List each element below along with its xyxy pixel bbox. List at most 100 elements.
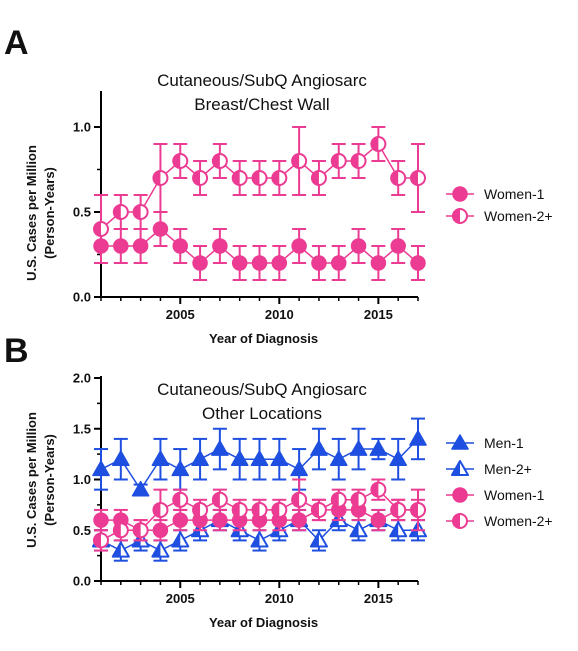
y-tick-label: 1.5 bbox=[73, 421, 91, 436]
data-point bbox=[92, 460, 110, 477]
x-tick-label: 2010 bbox=[265, 307, 294, 322]
series-men-1 bbox=[92, 417, 427, 497]
data-point bbox=[410, 170, 426, 186]
legend-marker bbox=[452, 186, 468, 202]
data-point bbox=[152, 170, 169, 186]
data-point bbox=[390, 170, 407, 186]
data-point bbox=[113, 238, 129, 254]
data-point bbox=[291, 238, 307, 254]
data-point bbox=[192, 255, 208, 271]
data-point bbox=[171, 460, 190, 477]
legend-item: Women-2+ bbox=[446, 208, 553, 224]
data-point bbox=[251, 170, 268, 186]
data-point bbox=[369, 440, 388, 456]
panel-b: B Cutaneous/SubQ Angiosarc Other Locations… bbox=[4, 332, 553, 630]
data-point bbox=[370, 255, 387, 271]
legend-marker bbox=[452, 513, 468, 529]
x-axis-label: Year of Diagnosis bbox=[209, 331, 318, 346]
y-tick-label: 0.0 bbox=[73, 290, 91, 305]
y-axis-label-line-1: U.S. Cases per Million bbox=[24, 145, 39, 281]
data-point bbox=[112, 204, 129, 220]
data-point bbox=[330, 153, 347, 169]
data-point bbox=[310, 440, 328, 456]
legend-label: Women-1 bbox=[484, 186, 545, 202]
series-women-2- bbox=[93, 126, 426, 264]
legend-item: Women-1 bbox=[446, 487, 545, 503]
series-women-1 bbox=[93, 211, 426, 281]
data-point bbox=[171, 531, 190, 548]
x-tick-label: 2005 bbox=[166, 591, 195, 606]
data-point bbox=[370, 136, 387, 152]
data-point bbox=[271, 501, 288, 518]
chart-title-line-2: Breast/Chest Wall bbox=[194, 95, 329, 114]
x-tick-label: 2015 bbox=[364, 591, 393, 606]
legend-item: Men-2+ bbox=[446, 459, 532, 477]
data-point bbox=[350, 153, 367, 169]
data-point bbox=[191, 450, 209, 466]
data-point bbox=[231, 501, 248, 518]
y-tick-label: 0.5 bbox=[73, 523, 91, 538]
data-point bbox=[231, 255, 248, 271]
data-point bbox=[330, 491, 347, 508]
legend-item: Women-1 bbox=[446, 186, 545, 202]
x-tick-label: 2005 bbox=[166, 307, 195, 322]
y-tick-label: 2.0 bbox=[73, 371, 91, 386]
data-point bbox=[331, 255, 347, 271]
chart-title-line-1: Cutaneous/SubQ Angiosarc bbox=[157, 71, 367, 90]
data-point bbox=[311, 255, 327, 271]
data-point bbox=[270, 450, 289, 466]
chart-title-line-1: Cutaneous/SubQ Angiosarc bbox=[157, 380, 367, 399]
data-point bbox=[93, 532, 109, 549]
data-point bbox=[211, 153, 228, 169]
data-point bbox=[349, 521, 368, 538]
data-point bbox=[410, 255, 426, 271]
data-point bbox=[290, 460, 308, 477]
x-axis-label: Year of Diagnosis bbox=[209, 615, 318, 630]
data-point bbox=[151, 541, 170, 558]
x-tick-label: 2015 bbox=[364, 307, 393, 322]
data-point bbox=[131, 480, 150, 497]
data-point bbox=[350, 238, 367, 254]
data-point bbox=[250, 450, 269, 466]
data-point bbox=[152, 221, 169, 237]
data-point bbox=[132, 238, 149, 254]
y-axis-label-line-2: (Person-Years) bbox=[42, 434, 57, 526]
y-axis-label-line-1: U.S. Cases per Million bbox=[24, 412, 39, 548]
legend-marker bbox=[450, 459, 470, 477]
panel-a: A Cutaneous/SubQ Angiosarc Breast/Chest Wa… bbox=[4, 24, 553, 346]
legend-item: Men-1 bbox=[446, 434, 524, 451]
data-point bbox=[390, 501, 407, 518]
data-point bbox=[172, 238, 188, 254]
chart-title-line-2: Other Locations bbox=[202, 404, 322, 423]
data-point bbox=[410, 501, 426, 518]
data-point bbox=[93, 512, 109, 528]
legend-label: Men-1 bbox=[484, 435, 524, 451]
data-point bbox=[409, 430, 427, 446]
legend-item: Women-2+ bbox=[446, 513, 553, 529]
legend-marker bbox=[452, 208, 468, 224]
legend-label: Men-2+ bbox=[484, 461, 532, 477]
data-point bbox=[172, 512, 188, 528]
legend-label: Women-1 bbox=[484, 487, 545, 503]
data-point bbox=[291, 491, 308, 508]
data-point bbox=[211, 491, 228, 508]
data-point bbox=[310, 170, 327, 186]
data-point bbox=[349, 440, 368, 456]
data-point bbox=[132, 522, 149, 539]
panel-letter: A bbox=[4, 24, 29, 62]
data-point bbox=[231, 170, 248, 186]
data-point bbox=[151, 450, 170, 466]
data-point bbox=[251, 255, 268, 271]
data-point bbox=[389, 521, 408, 538]
data-point bbox=[172, 153, 189, 169]
data-point bbox=[112, 450, 130, 466]
data-point bbox=[251, 501, 268, 518]
data-point bbox=[212, 512, 228, 528]
data-point bbox=[309, 531, 328, 548]
data-point bbox=[250, 531, 269, 548]
y-tick-label: 0.0 bbox=[73, 574, 91, 589]
y-tick-label: 0.5 bbox=[73, 205, 91, 220]
data-point bbox=[370, 481, 387, 498]
data-point bbox=[271, 255, 288, 271]
